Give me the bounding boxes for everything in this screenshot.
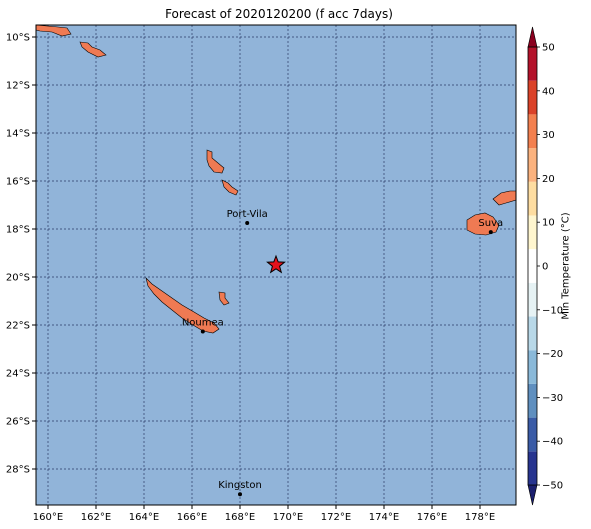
tick-label-lon: 164°E: [129, 512, 159, 523]
tick-label-lat: 22°S: [6, 321, 30, 332]
tick-label-lon: 176°E: [417, 512, 447, 523]
new-caledonia: [145, 277, 220, 334]
colorbar-segment: [528, 282, 537, 317]
colorbar: 50 40 30 20 10 0 −10 −20 −30 −40 −50: [527, 26, 563, 506]
colorbar-segment: [528, 451, 537, 485]
city-label: Suva: [478, 218, 503, 229]
colorbar-tick-label: −50: [542, 481, 563, 492]
tick-label-lat: 12°S: [6, 81, 30, 92]
colorbar-tick-label: −20: [542, 349, 563, 360]
city-dot: [488, 230, 493, 235]
city-label: Port-Vila: [227, 209, 268, 220]
viti-levu: [466, 212, 500, 236]
city-dot: [238, 492, 242, 497]
axis-ticks: 160°E 162°E 164°E 166°E 168°E 170°E 172°E 174°E…: [6, 33, 495, 524]
colorbar-label: Min Temperature (°C): [560, 212, 572, 320]
tick-label-lon: 160°E: [33, 512, 63, 523]
city-label: Noumea: [182, 317, 224, 328]
tick-label-lat: 24°S: [6, 369, 30, 380]
graticule: [36, 25, 516, 505]
solomon-island-west: [35, 24, 72, 37]
colorbar-segment: [528, 316, 537, 351]
malekula: [221, 179, 239, 196]
solomon-island-east: [79, 41, 107, 58]
tick-label-lat: 16°S: [6, 177, 30, 188]
colorbar-segment: [528, 114, 537, 149]
tick-label-lon: 170°E: [273, 512, 303, 523]
colorbar-segment: [528, 383, 537, 418]
colorbar-tick-label: 50: [542, 43, 555, 54]
tick-label-lat: 26°S: [6, 417, 30, 428]
colorbar-segment: [528, 181, 537, 216]
tick-label-lon: 162°E: [81, 512, 111, 523]
star-icon: [266, 254, 286, 274]
land-masses: [35, 24, 517, 334]
tick-label-lat: 28°S: [6, 465, 30, 476]
forecast-marker-layer: [266, 254, 286, 274]
colorbar-tick-label: −40: [542, 437, 563, 448]
colorbar-segment: [528, 249, 537, 283]
loyalty-islands: [218, 291, 230, 306]
city-label: Kingston: [218, 480, 262, 491]
tick-label-lat: 10°S: [6, 33, 30, 44]
map-title: Forecast of 2020120200 (f acc 7days): [165, 7, 393, 21]
map-frame: [35, 24, 517, 506]
colorbar-segment: [528, 350, 537, 384]
espiritu-santo: [206, 149, 225, 174]
city-markers: Port-Vila Noumea Suva Kingston: [182, 209, 503, 497]
tick-label-lon: 166°E: [177, 512, 207, 523]
colorbar-tick-label: −10: [542, 305, 563, 316]
tick-label-lon: 174°E: [369, 512, 399, 523]
city-dot: [245, 221, 250, 225]
colorbar-extend-low: [527, 484, 538, 506]
colorbar-tick-label: 10: [542, 218, 555, 229]
tick-label-lat: 18°S: [6, 225, 30, 236]
colorbar-segment: [528, 417, 537, 452]
colorbar-segment: [528, 148, 537, 182]
colorbar-tick-label: 20: [542, 174, 555, 185]
colorbar-tick-label: 40: [542, 86, 555, 97]
tick-label-lat: 20°S: [6, 273, 30, 284]
tick-label-lon: 168°E: [225, 512, 255, 523]
city-dot: [200, 329, 205, 334]
tick-label-lon: 178°E: [465, 512, 495, 523]
tick-label-lon: 172°E: [321, 512, 351, 523]
tick-label-lat: 14°S: [6, 129, 30, 140]
colorbar-segment: [528, 80, 537, 115]
colorbar-extend-high: [527, 26, 538, 48]
colorbar-segment: [528, 47, 537, 81]
colorbar-tick-label: 0: [542, 262, 548, 273]
colorbar-segment: [528, 215, 537, 250]
colorbar-tick-label: 30: [542, 130, 555, 141]
colorbar-tick-label: −30: [542, 393, 563, 404]
